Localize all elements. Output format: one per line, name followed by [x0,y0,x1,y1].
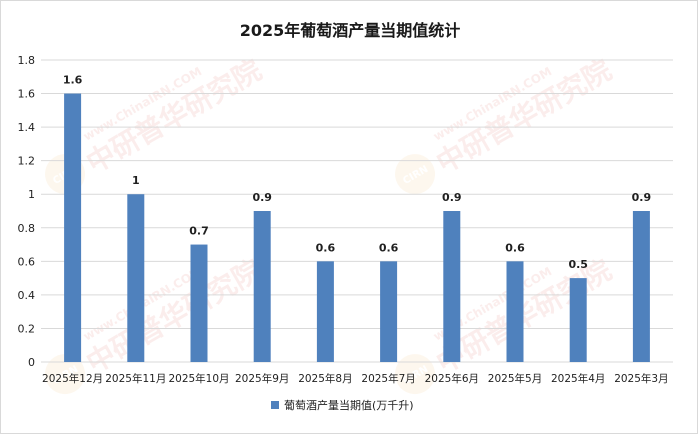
watermark-logo-icon [395,354,436,395]
data-label: 1 [132,174,140,187]
data-label: 1.6 [63,74,83,87]
legend-swatch [271,401,279,409]
x-axis-tick-labels: 2025年12月 2025年11月 2025年10月 2025年9月 2025年8月 20… [42,372,669,385]
x-tick-label: 2025年7月 [361,372,415,385]
y-tick-label: 1.8 [18,54,36,67]
legend: 葡萄酒产量当期值(万千升) [271,398,414,412]
data-label: 0.9 [442,191,462,204]
chart-title: 2025年葡萄酒产量当期值统计 [240,21,461,40]
y-tick-label: 0.4 [18,289,36,302]
bar [380,261,398,362]
data-label: 0.6 [379,241,399,254]
y-tick-label: 0.2 [18,322,36,335]
x-tick-label: 2025年4月 [551,372,605,385]
data-label: 0.7 [189,225,209,238]
y-tick-label: 1.6 [18,88,36,101]
y-tick-label: 1.2 [18,155,36,168]
x-tick-label: 2025年8月 [298,372,352,385]
data-label: 0.6 [316,241,336,254]
bar [190,244,208,362]
bar [569,278,587,362]
y-tick-label: 1 [28,188,35,201]
y-axis-tick-labels: 0 0.2 0.4 0.6 0.8 1 1.2 1.4 1.6 1.8 [18,54,36,369]
bar [506,261,524,362]
x-tick-label: 2025年5月 [488,372,542,385]
bar [253,211,271,362]
bar [443,211,461,362]
x-tick-label: 2025年9月 [235,372,289,385]
y-tick-label: 0 [28,356,35,369]
x-tick-label: 2025年3月 [614,372,668,385]
x-tick-label: 2025年10月 [168,372,229,385]
watermark-logo-icon [395,154,436,195]
x-tick-label: 2025年6月 [425,372,479,385]
x-tick-label: 2025年12月 [42,372,103,385]
bar [632,211,650,362]
x-tick-label: 2025年11月 [105,372,166,385]
bar [64,93,82,363]
data-label: 0.9 [632,191,652,204]
data-label: 0.5 [568,258,588,271]
y-tick-label: 0.6 [18,255,36,268]
watermark-logo-icon [45,354,86,395]
data-label: 0.6 [505,241,525,254]
gridlines [41,59,673,363]
legend-label: 葡萄酒产量当期值(万千升) [284,398,414,412]
bars [64,93,650,363]
y-tick-label: 0.8 [18,222,36,235]
data-labels: 1.6 1 0.7 0.9 0.6 0.6 0.9 0.6 0.5 0.9 [63,74,651,272]
y-tick-label: 1.4 [18,121,36,134]
data-label: 0.9 [252,191,272,204]
bar [316,261,334,362]
bar [127,194,145,362]
